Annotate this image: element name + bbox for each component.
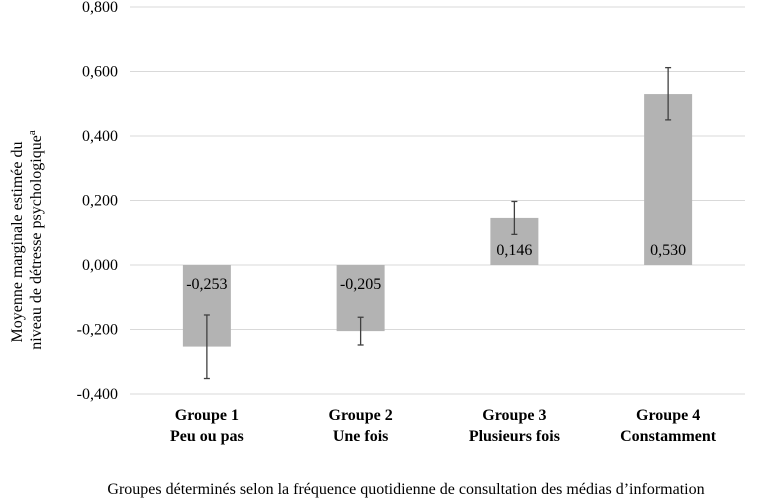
category-label: Groupe 2 — [329, 407, 393, 424]
category-label: Groupe 1 — [175, 407, 239, 424]
bars — [182, 94, 693, 347]
bar — [644, 94, 693, 265]
category-label: Peu ou pas — [170, 428, 244, 445]
y-axis-title-line-2: niveau de détresse psychologique — [28, 135, 45, 350]
y-tick-label: 0,800 — [82, 0, 118, 16]
category-label: Une fois — [333, 428, 389, 445]
x-axis-title: Groupes déterminés selon la fréquence qu… — [107, 481, 704, 498]
data-label: -0,253 — [186, 276, 227, 293]
category-label: Groupe 3 — [482, 407, 546, 424]
category-labels: Groupe 1 Peu ou pas Groupe 2 Une fois Groupe… — [170, 407, 717, 445]
data-label: -0,205 — [340, 276, 381, 293]
data-label: 0,146 — [496, 242, 532, 259]
y-tick-label: -0,200 — [77, 322, 118, 339]
y-axis-title-line-1: Moyenne marginale estimée du — [9, 142, 26, 343]
data-labels: -0,253 -0,205 0,146 0,530 — [186, 242, 686, 293]
y-tick-label: 0,200 — [82, 193, 118, 210]
category-label: Groupe 4 — [636, 407, 700, 424]
y-axis-ticks: -0,400 -0,200 0,000 0,200 0,400 0,600 0,800 — [77, 0, 118, 403]
gridlines — [130, 6, 745, 395]
category-label: Constamment — [620, 428, 717, 445]
y-tick-label: 0,600 — [82, 64, 118, 81]
y-axis-title: Moyenne marginale estimée du niveau de d… — [9, 130, 45, 350]
error-bars — [203, 66, 672, 380]
y-tick-label: -0,400 — [77, 386, 118, 403]
category-label: Plusieurs fois — [469, 428, 560, 445]
data-label: 0,530 — [650, 242, 686, 259]
y-tick-label: 0,000 — [82, 257, 118, 274]
y-axis-title-superscript: a — [26, 130, 38, 135]
y-tick-label: 0,400 — [82, 128, 118, 145]
